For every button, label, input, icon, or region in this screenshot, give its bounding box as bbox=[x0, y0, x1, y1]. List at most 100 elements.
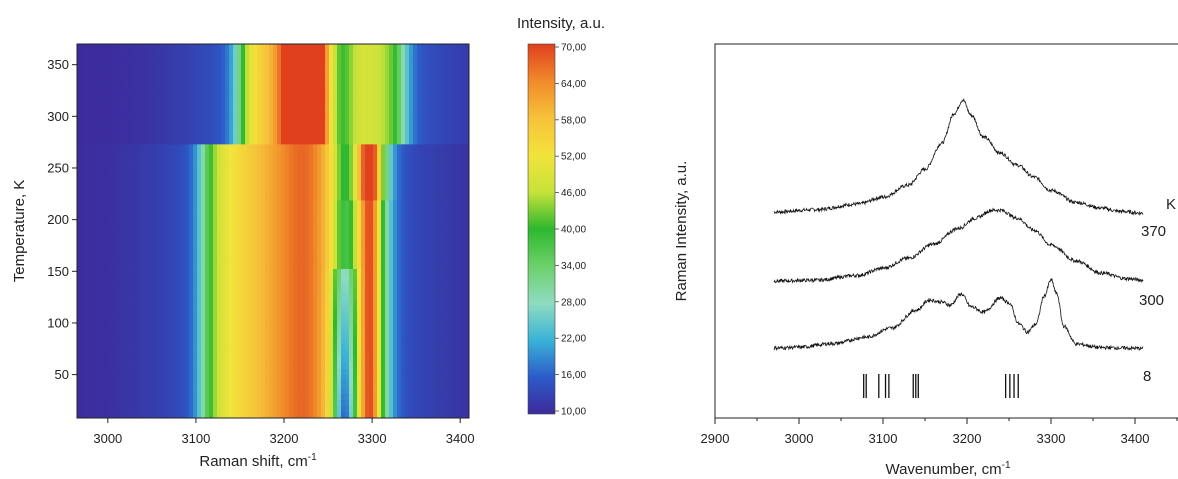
heatmap-cell bbox=[285, 131, 290, 139]
heatmap-cell bbox=[409, 287, 414, 294]
heatmap-cell bbox=[373, 100, 378, 107]
heatmap-cell bbox=[205, 262, 210, 269]
heatmap-cell bbox=[101, 224, 106, 232]
heatmap-cell bbox=[89, 181, 94, 188]
heatmap-cell bbox=[381, 361, 386, 369]
heatmap-cell bbox=[289, 187, 294, 195]
heatmap-cell bbox=[413, 305, 418, 313]
heatmap-cell bbox=[77, 399, 82, 407]
heatmap-cell bbox=[225, 168, 230, 176]
heatmap-cell bbox=[265, 162, 270, 170]
heatmap-cell bbox=[237, 162, 242, 170]
heatmap-cell bbox=[401, 405, 406, 413]
heatmap-cell bbox=[437, 405, 442, 413]
heatmap-cell bbox=[425, 280, 430, 288]
heatmap-cell bbox=[89, 224, 94, 232]
heatmap-cell bbox=[165, 174, 170, 182]
heatmap-cell bbox=[289, 411, 294, 418]
heatmap-cell bbox=[241, 405, 246, 413]
heatmap-cell bbox=[129, 274, 134, 282]
heatmap-cell bbox=[465, 187, 469, 195]
heatmap-cell bbox=[101, 312, 106, 319]
heatmap-cell bbox=[401, 193, 406, 201]
heatmap-cell bbox=[209, 143, 214, 151]
heatmap-cell bbox=[301, 411, 306, 418]
heatmap-cell bbox=[421, 231, 426, 238]
heatmap-cell bbox=[113, 149, 118, 157]
heatmap-cell bbox=[89, 299, 94, 307]
heatmap-cell bbox=[445, 212, 450, 220]
heatmap-cell bbox=[369, 361, 374, 369]
heatmap-cell bbox=[377, 361, 382, 369]
heatmap-cell bbox=[297, 312, 302, 319]
heatmap-cell bbox=[445, 193, 450, 201]
heatmap-cell bbox=[233, 386, 238, 394]
heatmap-cell bbox=[433, 143, 438, 151]
heatmap-cell bbox=[373, 143, 378, 151]
heatmap-cell bbox=[197, 393, 202, 400]
heatmap-cell bbox=[109, 137, 114, 145]
heatmap-cell bbox=[93, 386, 98, 394]
heatmap-cell bbox=[369, 312, 374, 319]
heatmap-cell bbox=[81, 293, 86, 301]
heatmap-cell bbox=[221, 299, 226, 307]
heatmap-cell bbox=[325, 224, 330, 232]
heatmap-cell bbox=[153, 374, 158, 382]
heatmap-cell bbox=[349, 355, 354, 363]
heatmap-cell bbox=[257, 255, 262, 263]
heatmap-cell bbox=[305, 118, 310, 126]
heatmap-cell bbox=[97, 330, 102, 338]
heatmap-cell bbox=[241, 280, 246, 288]
heatmap-cell bbox=[197, 149, 202, 157]
heatmap-cell bbox=[97, 312, 102, 319]
heatmap-cell bbox=[429, 156, 434, 164]
heatmap-cell bbox=[329, 193, 334, 201]
heatmap-cell bbox=[181, 187, 186, 195]
heatmap-cell bbox=[133, 368, 138, 375]
heatmap-cell bbox=[429, 411, 434, 418]
heatmap-cell bbox=[305, 193, 310, 201]
heatmap-cell bbox=[353, 131, 358, 139]
heatmap-cell bbox=[169, 100, 174, 107]
heatmap-cell bbox=[409, 112, 414, 120]
heatmap-cell bbox=[425, 174, 430, 182]
heatmap-cell bbox=[217, 268, 222, 276]
heatmap-cell bbox=[441, 380, 446, 388]
heatmap-cell bbox=[413, 218, 418, 226]
heatmap-cell bbox=[125, 243, 130, 251]
heatmap-cell bbox=[369, 355, 374, 363]
heatmap-cell bbox=[237, 137, 242, 145]
heatmap-cell bbox=[401, 106, 406, 114]
heatmap-cell bbox=[325, 193, 330, 201]
heatmap-cell bbox=[353, 231, 358, 238]
heatmap-cell bbox=[333, 336, 338, 344]
heatmap-cell bbox=[353, 193, 358, 201]
heatmap-cell bbox=[105, 293, 110, 301]
heatmap-cell bbox=[121, 293, 126, 301]
heatmap-cell bbox=[365, 324, 370, 332]
heatmap-cell bbox=[249, 411, 254, 418]
heatmap-cell bbox=[129, 280, 134, 288]
heatmap-cell bbox=[217, 174, 222, 182]
heatmap-cell bbox=[253, 212, 258, 220]
heatmap-cell bbox=[297, 324, 302, 332]
heatmap-cell bbox=[129, 212, 134, 220]
heatmap-cell bbox=[341, 143, 346, 151]
heatmap-cell bbox=[213, 374, 218, 382]
heatmap-cell bbox=[429, 274, 434, 282]
heatmap-cell bbox=[141, 100, 146, 107]
heatmap-cell bbox=[157, 399, 162, 407]
heatmap-cell bbox=[425, 361, 430, 369]
heatmap-cell bbox=[129, 393, 134, 400]
heatmap-cell bbox=[245, 399, 250, 407]
heatmap-cell bbox=[317, 393, 322, 400]
heatmap-cell bbox=[97, 118, 102, 126]
heatmap-cell bbox=[221, 187, 226, 195]
heatmap-cell bbox=[105, 268, 110, 276]
heatmap-cell bbox=[389, 212, 394, 220]
heatmap-cell bbox=[373, 293, 378, 301]
heatmap-cell bbox=[157, 324, 162, 332]
heatmap-cell bbox=[433, 249, 438, 257]
heatmap-cell bbox=[293, 156, 298, 164]
heatmap-cell bbox=[169, 156, 174, 164]
